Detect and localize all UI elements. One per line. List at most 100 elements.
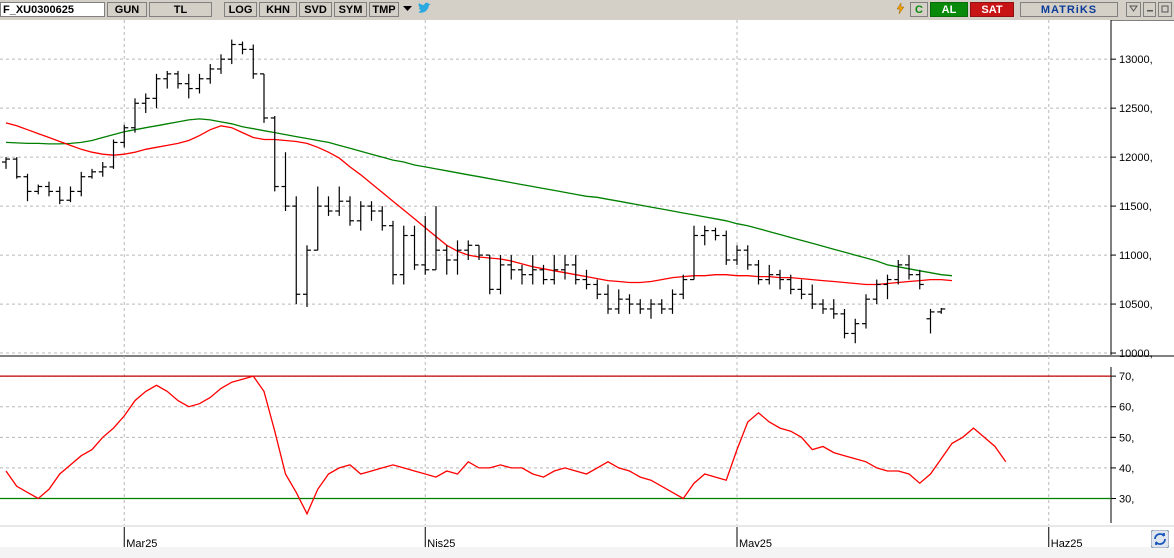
- status-bar: [0, 547, 1174, 558]
- ohlc-bar: [743, 245, 752, 270]
- ohlc-bar: [926, 308, 935, 334]
- ohlc-bar: [421, 215, 430, 275]
- price-panel: [0, 20, 1111, 355]
- indicator-tick-label: 60,: [1119, 402, 1134, 414]
- month-label: May25: [739, 538, 772, 547]
- ohlc-bar: [485, 254, 494, 295]
- ohlc-bar: [34, 184, 43, 195]
- ohlc-bar: [389, 220, 397, 285]
- moving-average-long-line: [5, 118, 953, 277]
- ohlc-bar: [657, 299, 666, 314]
- ohlc-bar: [668, 289, 677, 314]
- ohlc-bar: [539, 264, 548, 285]
- ohlc-bar: [217, 54, 225, 74]
- ohlc-bar: [862, 294, 870, 329]
- restore-icon[interactable]: [1158, 2, 1172, 17]
- indicator-tick-label: 50,: [1119, 432, 1134, 444]
- ohlc-bar: [496, 255, 505, 295]
- dropdown-arrow-icon[interactable]: [400, 2, 415, 17]
- indicator-panel: [0, 367, 1111, 526]
- ohlc-bar: [335, 186, 344, 216]
- ohlc-bar: [270, 115, 279, 192]
- ohlc-bar: [464, 240, 473, 260]
- buy-button[interactable]: AL: [930, 2, 968, 17]
- ohlc-bar: [937, 307, 946, 314]
- price-tick-label: 12500,: [1119, 103, 1153, 115]
- sym-button[interactable]: SYM: [334, 2, 367, 17]
- sell-button[interactable]: SAT: [970, 2, 1014, 17]
- ohlc-bar: [55, 186, 64, 205]
- ohlc-bar: [851, 318, 860, 344]
- price-tick-label: 11000,: [1119, 250, 1152, 262]
- minimize-icon[interactable]: [1126, 2, 1141, 17]
- ohlc-bar: [356, 201, 365, 231]
- brand-logo: MATRiKS: [1020, 2, 1118, 17]
- ohlc-bar: [883, 274, 892, 300]
- ohlc-bar: [66, 186, 75, 203]
- price-tick-label: 11500,: [1119, 201, 1152, 213]
- window-min-icon[interactable]: [1143, 2, 1156, 17]
- symbol-field[interactable]: F_XU0300625: [0, 2, 105, 17]
- ohlc-bar: [98, 162, 107, 177]
- lightning-icon[interactable]: [893, 2, 908, 17]
- refresh-icon[interactable]: [1150, 529, 1170, 550]
- ohlc-bar: [152, 73, 161, 109]
- period-button[interactable]: GUN: [107, 2, 147, 17]
- ohlc-bar: [88, 168, 96, 179]
- chart-svg: 13000, 12500, 12000, 11500, 11000, 10500, 1000…: [0, 20, 1174, 550]
- ohlc-bar: [905, 255, 913, 280]
- ohlc-bar: [840, 308, 849, 339]
- tmp-button[interactable]: TMP: [369, 2, 399, 17]
- ohlc-bar: [432, 206, 440, 271]
- ohlc-bar: [453, 240, 462, 275]
- ohlc-bar: [507, 255, 516, 280]
- ohlc-bar: [829, 299, 838, 319]
- ohlc-bar: [292, 196, 301, 305]
- price-tick-label: 10500,: [1119, 299, 1153, 311]
- price-tick-label: 12000,: [1119, 152, 1153, 164]
- indicator-tick-label: 40,: [1119, 463, 1134, 475]
- ohlc-bar: [765, 264, 774, 285]
- ohlc-bar: [582, 269, 591, 290]
- c-button[interactable]: C: [910, 2, 928, 17]
- ohlc-bar: [206, 64, 215, 84]
- ohlc-bar: [324, 196, 333, 216]
- ohlc-bar: [561, 255, 569, 280]
- ohlc-bar: [700, 225, 709, 246]
- price-tick-label: 13000,: [1119, 54, 1153, 66]
- price-tick-label: 10000,: [1119, 348, 1153, 360]
- indicator-tick-label: 70,: [1119, 371, 1134, 383]
- ohlc-bar: [711, 227, 720, 241]
- ohlc-bar: [593, 279, 602, 300]
- ohlc-bar: [872, 279, 881, 305]
- ohlc-bar: [819, 299, 827, 314]
- ohlc-bar: [442, 245, 451, 275]
- ohlc-bar: [163, 70, 172, 89]
- ohlc-bar: [636, 299, 645, 314]
- ohlc-bar: [754, 259, 763, 285]
- ohlc-bar: [131, 98, 139, 133]
- ohlc-bar: [378, 206, 387, 231]
- ohlc-bar: [915, 269, 924, 290]
- ohlc-bar: [475, 244, 483, 260]
- svd-button[interactable]: SVD: [299, 2, 332, 17]
- ohlc-bar: [550, 255, 559, 285]
- ohlc-bar: [690, 225, 698, 281]
- ohlc-bar: [141, 93, 150, 114]
- twitter-bird-icon[interactable]: [416, 2, 432, 17]
- ohlc-bar: [303, 245, 311, 308]
- ohlc-bar: [894, 259, 903, 285]
- ohlc-bar: [2, 157, 10, 169]
- ohlc-bar: [12, 157, 21, 179]
- khn-button[interactable]: KHN: [259, 2, 297, 17]
- log-button[interactable]: LOG: [224, 2, 257, 17]
- currency-button[interactable]: TL: [149, 2, 212, 17]
- ohlc-bar: [625, 294, 634, 314]
- ohlc-bar: [410, 225, 419, 270]
- month-label: Mar25: [126, 538, 157, 547]
- ohlc-bar: [249, 44, 258, 79]
- ohlc-bar: [776, 269, 784, 290]
- ohlc-bar: [23, 173, 32, 202]
- ohlc-bar: [797, 279, 806, 300]
- ohlc-bar: [260, 73, 268, 123]
